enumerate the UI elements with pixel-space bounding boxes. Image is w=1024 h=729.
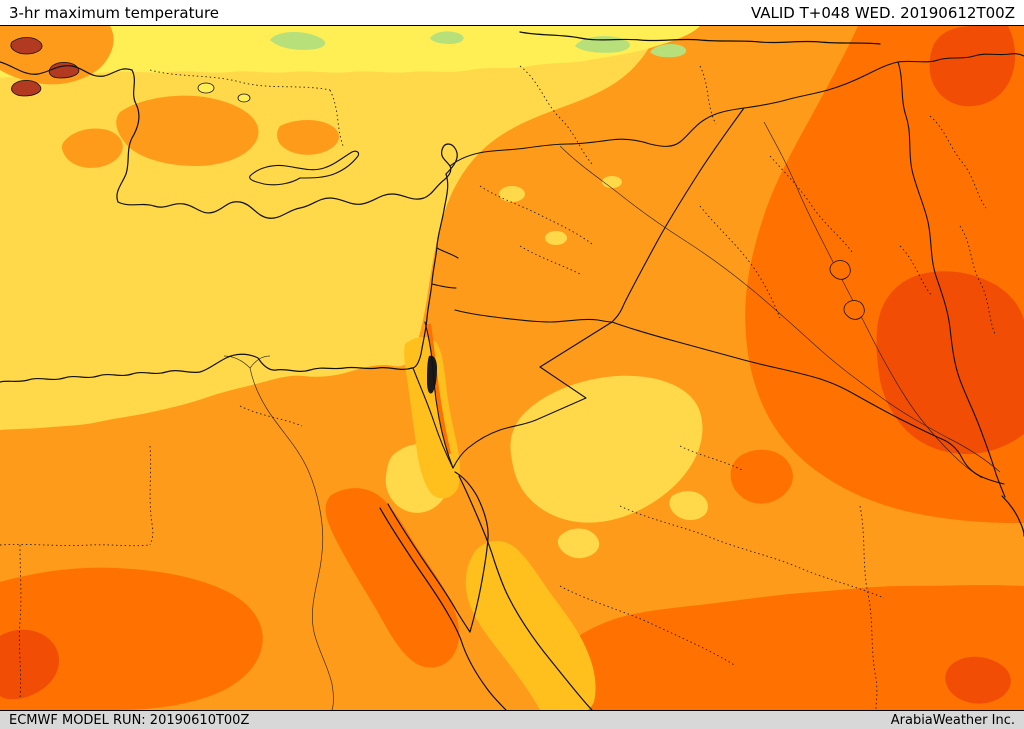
hot-strip-eastern-desert (325, 488, 460, 668)
map-title: 3-hr maximum temperature (9, 3, 220, 22)
aegean-island-1 (10, 37, 43, 55)
hottest-core-iraq (876, 271, 1024, 454)
admin-egypt-2 (149, 445, 154, 546)
hot-region-south-arabia (552, 585, 1024, 710)
lake-iraq-1 (829, 260, 851, 280)
coast-sinai (387, 471, 489, 633)
admin-turkey-3 (519, 65, 593, 165)
border-jordan-valley (424, 321, 454, 469)
header-bar: 3-hr maximum temperature VALID T+048 WED… (0, 0, 1024, 26)
admin-saudi-2 (559, 585, 737, 667)
anatolia-orange-patch-3 (277, 120, 339, 155)
credit-label: ArabiaWeather Inc. (890, 712, 1015, 728)
admin-iran-2 (959, 225, 997, 337)
admin-turkey-4 (699, 65, 717, 125)
border-syria-jordan (454, 309, 613, 323)
coast-south-turkey (117, 143, 458, 219)
lake-turkey-2 (237, 93, 251, 103)
model-run-label: ECMWF MODEL RUN: 20190610T00Z (9, 712, 250, 728)
river-nile (249, 367, 334, 710)
aegean-island-2 (48, 62, 80, 79)
rift-valley-streak (427, 323, 451, 455)
anatolia-orange-patch-1 (116, 95, 259, 166)
admin-turkey-1 (149, 69, 331, 91)
border-israel-egypt (412, 367, 454, 469)
border-lebanon-south (431, 283, 457, 289)
lake-iraq-2 (843, 300, 865, 320)
anatolia-orange-patch-2 (62, 128, 123, 168)
rivers (223, 121, 1001, 710)
footer-bar: ECMWF MODEL RUN: 20190610T00Z ArabiaWeat… (0, 710, 1024, 729)
gold-strip-hejaz (465, 541, 596, 710)
admin-turkey-2 (329, 89, 345, 149)
coast-egypt-north (0, 353, 413, 383)
green-patch-3 (575, 36, 630, 53)
hot-spot-southwest-corner (0, 629, 59, 700)
coast-levant (411, 173, 449, 369)
green-patch-2 (430, 31, 464, 44)
coast-red-sea-arabian (458, 475, 593, 710)
border-lebanon-north (436, 247, 459, 259)
temperature-map (0, 26, 1024, 710)
hot-region-south-egypt (0, 567, 263, 710)
border-jordan-saudi (452, 321, 613, 469)
green-patch-1 (270, 32, 326, 50)
yellow-speckle-syria-3 (602, 176, 622, 188)
admin-iraq-1 (769, 155, 853, 253)
coastlines (0, 31, 1024, 710)
admin-syria-1 (479, 185, 593, 245)
lake-turkey-1 (197, 82, 215, 94)
temperature-field (0, 26, 1024, 710)
bright-yellow-north-band (0, 26, 700, 78)
cyprus-island (249, 150, 360, 186)
yellow-patch-north-saudi (510, 375, 703, 523)
border-iraq-iran (897, 61, 1006, 498)
admin-egypt-1 (0, 543, 151, 547)
yellow-speckle-saudi-2 (557, 528, 600, 559)
hot-spot-northeast (929, 26, 1016, 107)
islands-and-lakes (197, 82, 865, 394)
coast-black-sea (519, 31, 881, 45)
country-borders (412, 53, 1024, 498)
coast-aegean-marmara (0, 61, 140, 203)
admin-borders (0, 65, 997, 710)
admin-iran-1 (929, 115, 987, 209)
nile-delta-branch-west (223, 355, 251, 369)
green-patch-4 (650, 44, 687, 58)
admin-egypt-3 (18, 544, 22, 699)
hot-spot-southeast-corner (945, 656, 1011, 704)
yellow-speckle-syria-1 (499, 186, 525, 202)
river-tigris (763, 121, 983, 479)
admin-iraq-3 (899, 245, 933, 297)
valid-time-label: VALID T+048 WED. 20190612T00Z (750, 3, 1015, 22)
coast-red-sea-african (379, 507, 507, 710)
border-iraq-saudi (611, 321, 1005, 485)
aegean-island-3 (11, 80, 42, 97)
river-euphrates (559, 145, 1001, 473)
admin-iraq-2 (699, 205, 781, 319)
yellow-speckle-saudi-1 (669, 491, 709, 520)
yellow-speckle-syria-2 (545, 231, 567, 245)
border-syria-iraq (611, 107, 745, 323)
admin-jordan-1 (679, 445, 743, 471)
hot-patch-nw-saudi (730, 449, 793, 504)
